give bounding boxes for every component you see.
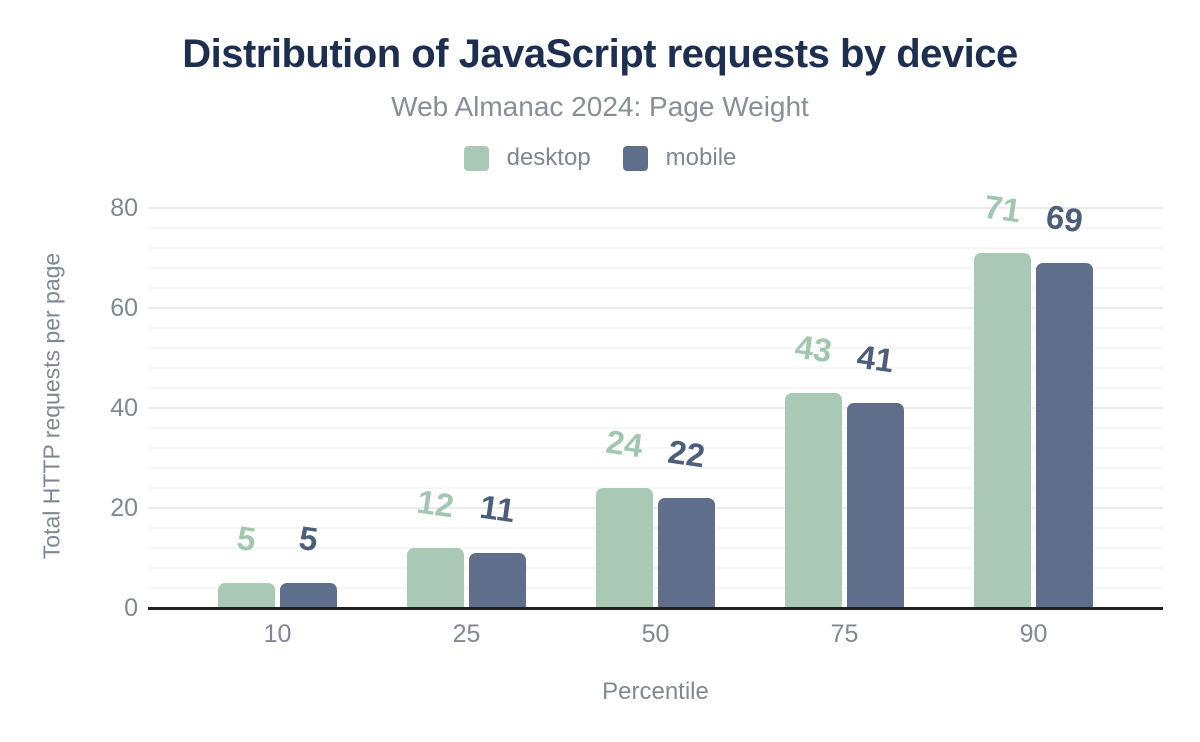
bar-desktop-p90 — [974, 253, 1031, 608]
minor-gridline — [148, 487, 1163, 489]
x-axis-title: Percentile — [602, 678, 709, 705]
bar-label-desktop-p90: 71 — [981, 187, 1024, 230]
legend-item-mobile: mobile — [622, 144, 737, 172]
minor-gridline — [148, 467, 1163, 469]
chart-title: Distribution of JavaScript requests by d… — [182, 32, 1018, 76]
y-tick-label: 80 — [110, 194, 138, 222]
y-tick-label: 0 — [124, 594, 138, 622]
minor-gridline — [148, 547, 1163, 549]
bar-mobile-p90 — [1036, 263, 1093, 608]
minor-gridline — [148, 527, 1163, 529]
chart-header: Distribution of JavaScript requests by d… — [0, 0, 1200, 172]
major-gridline — [148, 307, 1163, 309]
minor-gridline — [148, 567, 1163, 569]
legend-label-desktop: desktop — [506, 144, 591, 171]
minor-gridline — [148, 367, 1163, 369]
bar-mobile-p50 — [658, 498, 715, 608]
minor-gridline — [148, 327, 1163, 329]
x-tick-label: 50 — [641, 620, 670, 648]
y-tick-label: 40 — [110, 394, 138, 422]
x-tick-label: 10 — [263, 620, 292, 648]
bar-label-mobile-p25: 11 — [477, 487, 518, 530]
major-gridline — [148, 407, 1163, 409]
bar-desktop-p25 — [407, 548, 464, 608]
mobile-swatch-icon — [622, 145, 648, 171]
bar-label-desktop-p50: 24 — [603, 422, 646, 465]
bar-label-mobile-p90: 69 — [1043, 197, 1086, 240]
minor-gridline — [148, 347, 1163, 349]
minor-gridline — [148, 587, 1163, 589]
minor-gridline — [148, 427, 1163, 429]
minor-gridline — [148, 387, 1163, 389]
bar-label-desktop-p10: 5 — [234, 518, 259, 559]
bar-mobile-p75 — [847, 403, 904, 608]
plot-area: 0 20 40 60 80 10 25 50 75 90 5 5 12 11 24 22 43 41 71 69 — [110, 188, 1163, 648]
y-tick-label: 20 — [110, 494, 138, 522]
bar-label-desktop-p75: 43 — [792, 327, 835, 370]
x-axis-line — [148, 607, 1163, 610]
x-tick-label: 25 — [452, 620, 481, 648]
major-gridline — [148, 207, 1163, 209]
legend: desktop mobile — [0, 144, 1200, 172]
minor-gridline — [148, 227, 1163, 229]
legend-label-mobile: mobile — [665, 144, 737, 171]
y-tick-label: 60 — [110, 294, 138, 322]
bar-desktop-p75 — [785, 393, 842, 608]
legend-item-desktop: desktop — [463, 144, 591, 172]
bar-desktop-p50 — [596, 488, 653, 608]
minor-gridline — [148, 267, 1163, 269]
bar-group-p90: 71 69 — [974, 188, 1093, 608]
bar-label-mobile-p75: 41 — [854, 337, 897, 380]
minor-gridline — [148, 247, 1163, 249]
bar-group-p25: 12 11 — [407, 208, 526, 608]
x-tick-label: 90 — [1019, 620, 1048, 648]
minor-gridline — [148, 287, 1163, 289]
bar-mobile-p10 — [280, 583, 337, 608]
major-gridline — [148, 507, 1163, 509]
bar-group-p75: 43 41 — [785, 208, 904, 608]
bar-label-mobile-p50: 22 — [665, 432, 708, 475]
desktop-swatch-icon — [463, 145, 489, 171]
bar-label-mobile-p10: 5 — [296, 518, 321, 559]
bar-desktop-p10 — [218, 583, 275, 608]
x-tick-label: 75 — [830, 620, 859, 648]
chart-subtitle: Web Almanac 2024: Page Weight — [391, 91, 809, 122]
bar-label-desktop-p25: 12 — [414, 482, 457, 525]
bar-mobile-p25 — [469, 553, 526, 608]
minor-gridline — [148, 447, 1163, 449]
bar-group-p50: 24 22 — [596, 208, 715, 608]
